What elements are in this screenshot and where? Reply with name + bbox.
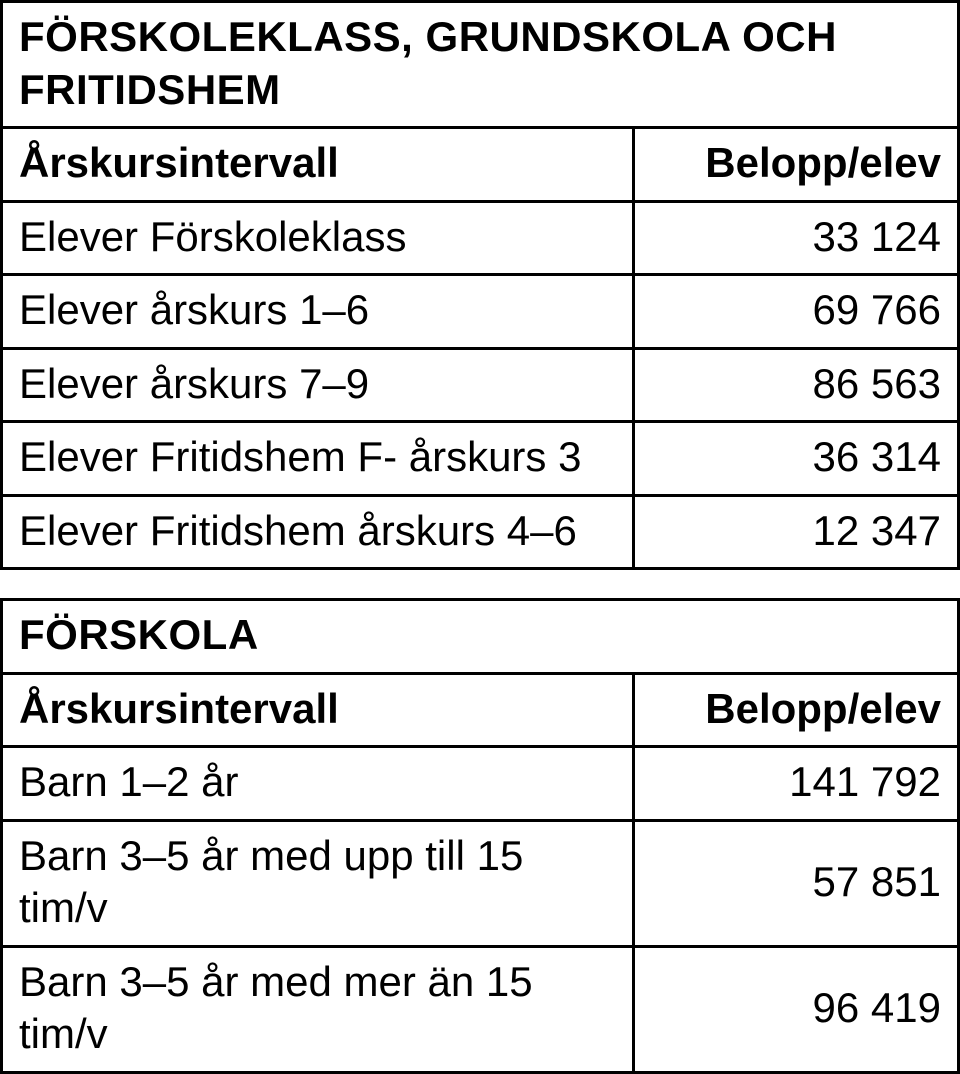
column-header-label: Årskursintervall — [2, 128, 634, 202]
row-value: 69 766 — [633, 275, 958, 349]
column-header-value: Belopp/elev — [633, 128, 958, 202]
row-value: 86 563 — [633, 348, 958, 422]
row-value: 12 347 — [633, 495, 958, 569]
table-header-row: Årskursintervall Belopp/elev — [2, 128, 959, 202]
row-value: 36 314 — [633, 422, 958, 496]
row-label: Elever Förskoleklass — [2, 201, 634, 275]
row-label: Elever Fritidshem F- årskurs 3 — [2, 422, 634, 496]
table-title-row: FÖRSKOLA — [2, 600, 959, 674]
table-title: FÖRSKOLEKLASS, GRUNDSKOLA OCH FRITIDSHEM — [2, 2, 959, 128]
table-row: Elever Fritidshem årskurs 4–6 12 347 — [2, 495, 959, 569]
table-grundskola: FÖRSKOLEKLASS, GRUNDSKOLA OCH FRITIDSHEM… — [0, 0, 960, 570]
column-header-label: Årskursintervall — [2, 673, 634, 747]
row-label: Elever årskurs 1–6 — [2, 275, 634, 349]
table-row: Elever Fritidshem F- årskurs 3 36 314 — [2, 422, 959, 496]
table-row: Elever årskurs 1–6 69 766 — [2, 275, 959, 349]
table-forskola: FÖRSKOLA Årskursintervall Belopp/elev Ba… — [0, 598, 960, 1074]
table-title-row: FÖRSKOLEKLASS, GRUNDSKOLA OCH FRITIDSHEM — [2, 2, 959, 128]
row-value: 57 851 — [633, 820, 958, 946]
row-label: Barn 3–5 år med upp till 15 tim/v — [2, 820, 634, 946]
page: FÖRSKOLEKLASS, GRUNDSKOLA OCH FRITIDSHEM… — [0, 0, 960, 833]
table-row: Barn 3–5 år med upp till 15 tim/v 57 851 — [2, 820, 959, 946]
table-header-row: Årskursintervall Belopp/elev — [2, 673, 959, 747]
row-label: Barn 3–5 år med mer än 15 tim/v — [2, 946, 634, 1072]
table-row: Barn 1–2 år 141 792 — [2, 747, 959, 821]
table-spacer — [0, 570, 960, 598]
row-value: 141 792 — [633, 747, 958, 821]
table-row: Elever Förskoleklass 33 124 — [2, 201, 959, 275]
table-title: FÖRSKOLA — [2, 600, 959, 674]
table-row: Elever årskurs 7–9 86 563 — [2, 348, 959, 422]
column-header-value: Belopp/elev — [633, 673, 958, 747]
table-row: Barn 3–5 år med mer än 15 tim/v 96 419 — [2, 946, 959, 1072]
row-value: 96 419 — [633, 946, 958, 1072]
row-label: Elever Fritidshem årskurs 4–6 — [2, 495, 634, 569]
row-label: Elever årskurs 7–9 — [2, 348, 634, 422]
row-label: Barn 1–2 år — [2, 747, 634, 821]
row-value: 33 124 — [633, 201, 958, 275]
